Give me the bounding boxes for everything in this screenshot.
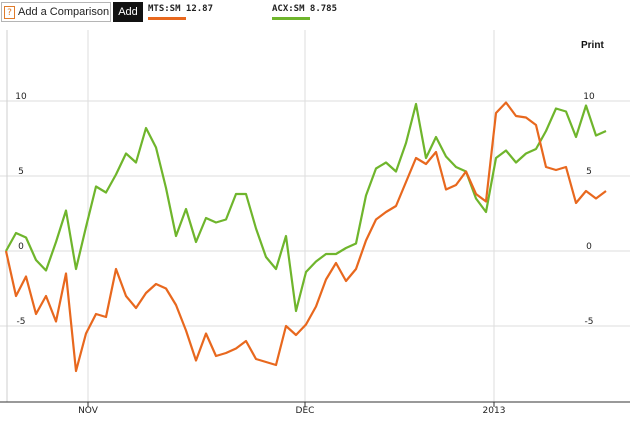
x-tick-label: 2013	[483, 406, 506, 416]
legend-swatch-acx	[272, 17, 310, 20]
y-tick-label-left: -5	[17, 317, 26, 327]
series-line-0	[4, 101, 607, 373]
y-tick-label-left: 10	[15, 92, 27, 102]
add-comparison-placeholder: Add a Comparison	[18, 6, 110, 18]
y-tick-label-right: 0	[586, 242, 592, 252]
add-button[interactable]: Add	[113, 2, 143, 22]
y-tick-label-right: 10	[583, 92, 595, 102]
y-tick-label-left: 0	[18, 242, 24, 252]
x-tick-label: DEC	[296, 406, 315, 416]
y-tick-label-right: 5	[586, 167, 592, 177]
legend-swatch-mts	[148, 17, 186, 20]
legend-item-acx: ACX:SM 8.785	[272, 4, 338, 14]
toolbar: ? Add a Comparison Add MTS:SM 12.87 ACX:…	[0, 0, 630, 28]
y-tick-label-left: 5	[18, 167, 24, 177]
help-icon[interactable]: ?	[4, 5, 15, 19]
legend-item-mts: MTS:SM 12.87	[148, 4, 214, 14]
series-line-1	[5, 102, 607, 313]
add-comparison-input[interactable]: ? Add a Comparison	[1, 2, 111, 22]
print-link[interactable]: Print	[581, 40, 604, 51]
y-tick-label-right: -5	[585, 317, 594, 327]
x-tick-label: NOV	[78, 406, 99, 416]
